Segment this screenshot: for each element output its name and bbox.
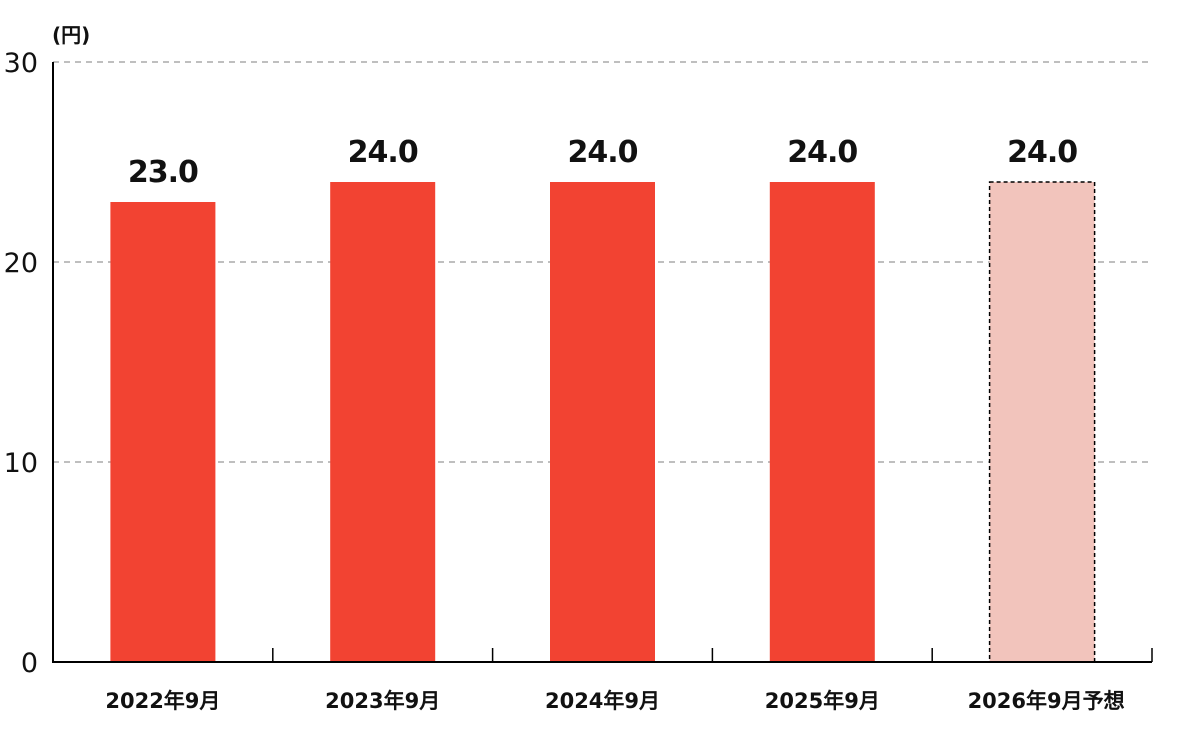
bar bbox=[110, 202, 216, 662]
data-label: 24.0 bbox=[348, 135, 418, 170]
bar bbox=[769, 182, 875, 662]
y-tick-label: 0 bbox=[21, 648, 38, 679]
y-tick-label: 30 bbox=[4, 48, 38, 79]
data-label: 24.0 bbox=[1007, 135, 1077, 170]
x-tick-label: 2026年9月予想 bbox=[968, 689, 1125, 713]
y-tick-label: 10 bbox=[4, 448, 38, 479]
data-label: 24.0 bbox=[567, 135, 637, 170]
bar bbox=[550, 182, 655, 662]
x-tick-label: 2024年9月 bbox=[545, 689, 660, 713]
x-tick-label: 2025年9月 bbox=[765, 689, 880, 713]
y-tick-label: 20 bbox=[4, 248, 38, 279]
x-tick-label: 2022年9月 bbox=[105, 689, 220, 713]
bar-forecast bbox=[988, 181, 1096, 663]
bar bbox=[330, 182, 436, 662]
data-label: 23.0 bbox=[128, 155, 198, 190]
y-axis-unit-label: (円) bbox=[52, 23, 90, 47]
x-tick-label: 2023年9月 bbox=[325, 689, 440, 713]
data-label: 24.0 bbox=[787, 135, 857, 170]
